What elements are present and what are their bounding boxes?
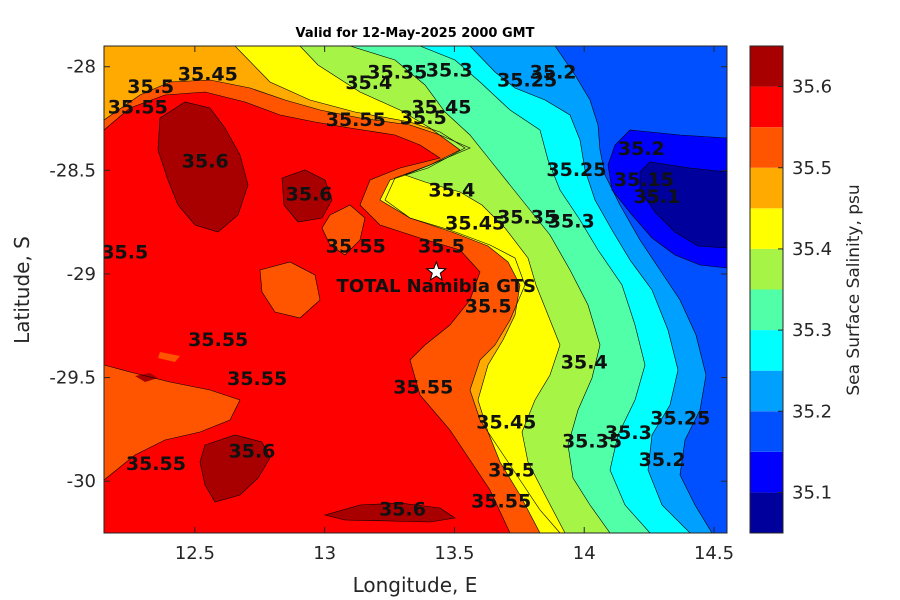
contour-label: 35.55	[126, 453, 186, 475]
x-axis-title: Longitude, E	[353, 573, 478, 597]
contour-lines	[104, 46, 727, 533]
colorbar-tick-label: 35.4	[792, 239, 832, 260]
colorbar-tick-label: 35.1	[792, 482, 832, 503]
contour-label: 35.55	[108, 97, 168, 119]
y-tick-label: -30	[67, 471, 96, 492]
contour-label: 35.5	[418, 236, 465, 258]
chart-title: Valid for 12-May-2025 2000 GMT	[296, 26, 535, 41]
y-tick-label: -28	[67, 57, 96, 78]
contour-label: 35.2	[530, 61, 577, 83]
contour-label: 35.5	[127, 76, 174, 98]
contour-label: 35.55	[227, 368, 287, 390]
contour-label: 35.4	[428, 180, 475, 202]
contour-label: 35.25	[650, 408, 710, 430]
contour-label: 35.55	[188, 329, 248, 351]
colorbar: 35.1 35.2 35.3 35.4 35.5 35.6	[749, 45, 832, 534]
contour-label: 35.4	[561, 352, 608, 374]
site-marker: TOTAL Namibia GTS	[337, 260, 536, 297]
x-tick-label: 14	[573, 543, 596, 564]
colorbar-frame	[749, 45, 784, 534]
colorbar-swatch	[750, 289, 783, 331]
contour-region-35.6-b	[282, 170, 332, 222]
colorbar-swatch	[750, 46, 783, 87]
contour-region-35.6-e	[135, 373, 158, 382]
contour-label: 35.6	[379, 499, 426, 521]
y-tick-label: -28.5	[49, 160, 96, 181]
contour-label: 35.35	[367, 61, 427, 83]
contour-region-35.6-a	[158, 102, 248, 232]
contour-label: 35.3	[548, 211, 595, 233]
site-star-icon	[425, 260, 448, 282]
colorbar-swatch	[750, 492, 783, 533]
contour-label: 35.2	[618, 138, 665, 160]
contour-label: 35.55	[326, 236, 386, 258]
y-axis-title: Latitude, S	[10, 236, 34, 344]
colorbar-swatch	[750, 127, 783, 168]
contour-label: 35.25	[497, 70, 557, 92]
plot-frame	[103, 45, 728, 534]
colorbar-swatch	[750, 451, 783, 493]
contour-label: 35.45	[178, 64, 238, 86]
contour-label: 35.55	[471, 490, 531, 512]
contour-label: 35.3	[426, 59, 473, 81]
x-tick-label: 12.5	[175, 543, 215, 564]
contour-label: 35.6	[229, 441, 276, 463]
y-tick-label: -29	[67, 264, 96, 285]
contour-label: 35.5	[465, 296, 512, 318]
x-tick-label: 13	[313, 543, 336, 564]
colorbar-tick-label: 35.2	[792, 401, 832, 422]
contour-region-35.5-plateau	[260, 262, 320, 318]
colorbar-title: Sea Surface Salinity, psu	[844, 184, 864, 395]
colorbar-tick-label: 35.3	[792, 320, 832, 341]
contour-label: 35.5	[400, 107, 447, 129]
contour-label: 35.4	[345, 72, 392, 94]
contour-label: 35.45	[411, 97, 471, 119]
x-axis: 12.5 13 13.5 14 14.5	[175, 46, 734, 564]
contour-label: 35.55	[326, 109, 386, 131]
contour-label: 35.5	[488, 459, 535, 481]
contour-label: 35.1	[633, 186, 680, 208]
contour-label: 35.45	[445, 213, 505, 235]
colorbar-swatch	[750, 330, 783, 371]
colorbar-tick-label: 35.5	[792, 158, 832, 179]
contour-region-35.6-d	[325, 503, 455, 522]
contour-label: 35.45	[476, 412, 536, 434]
colorbar-swatch	[750, 208, 783, 249]
x-tick-label: 14.5	[694, 543, 734, 564]
contour-label: 35.35	[562, 430, 622, 452]
colorbar-swatch	[750, 411, 783, 452]
colorbar-swatch	[750, 370, 783, 412]
site-label: TOTAL Namibia GTS	[337, 276, 536, 297]
colorbar-tick-label: 35.6	[792, 77, 832, 98]
contour-label: 35.55	[393, 376, 453, 398]
colorbar-swatch	[750, 248, 783, 290]
colorbar-swatch	[750, 86, 783, 128]
x-tick-label: 13.5	[434, 543, 474, 564]
contour-label: 35.15	[614, 169, 674, 191]
contour-region-35.5-inner	[104, 205, 365, 480]
contour-region-35.6-c	[200, 435, 270, 502]
contour-label: 35.5	[101, 242, 148, 264]
contour-region-35.05	[640, 162, 727, 248]
y-tick-label: -29.5	[49, 368, 96, 389]
contour-label: 35.25	[546, 159, 606, 181]
contour-label: 35.35	[497, 207, 557, 229]
y-axis: -28 -28.5 -29 -29.5 -30	[49, 57, 727, 492]
colorbar-swatch	[750, 167, 783, 209]
contour-label: 35.2	[639, 449, 686, 471]
contour-label: 35.6	[286, 184, 333, 206]
contour-label: 35.3	[605, 422, 652, 444]
contour-label: 35.6	[182, 151, 229, 173]
